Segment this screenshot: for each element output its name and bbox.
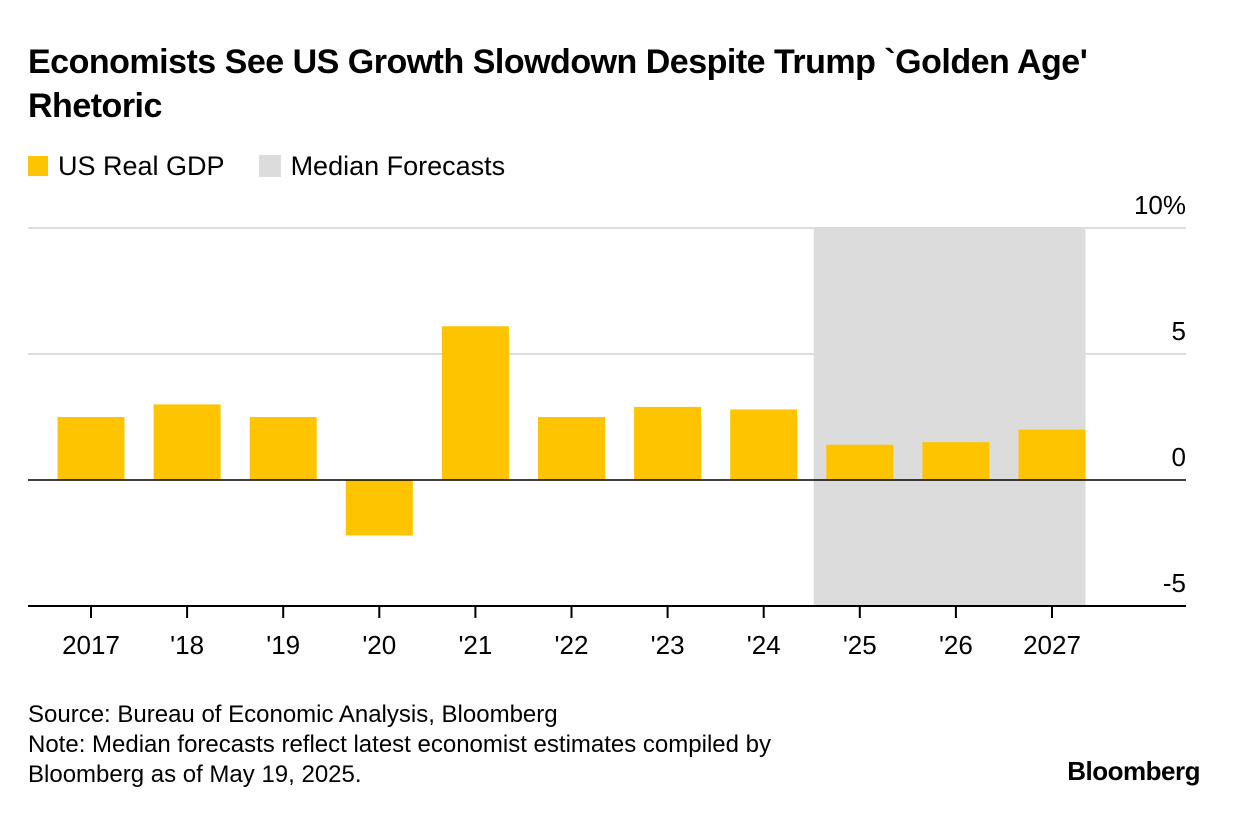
legend-swatch-forecast [258,155,281,177]
legend-item-gdp: US Real GDP [28,151,225,182]
x-tick-label: '22 [555,630,589,660]
legend-swatch-gdp [28,156,48,176]
x-tick-label: '18 [170,630,204,660]
x-tick-label: 2017 [62,630,120,660]
bar-23 [634,406,702,480]
forecast-shade [813,228,1086,606]
legend-label-gdp: US Real GDP [58,150,225,181]
bar-2027 [1018,429,1086,480]
brand-logo: Bloomberg [1067,756,1200,786]
chart-title: Economists See US Growth Slowdown Despit… [28,43,1088,125]
bar-chart: -5 0 5 10% 2017 '18 '19 '20 '21 '22 '23 '24 '25 '26 20… [28,190,1186,660]
bar-21 [441,326,509,480]
x-tick-label: '26 [939,630,973,660]
bar-19 [249,417,317,480]
note-line-1: Note: Median forecasts reflect latest ec… [28,731,771,758]
y-tick-label: 5 [1172,316,1186,346]
x-tick-label: '19 [266,630,300,660]
source-note: Source: Bureau of Economic Analysis, Blo… [28,701,558,728]
bar-25 [826,444,894,480]
x-tick-label: '25 [843,630,877,660]
bar-26 [922,442,990,480]
y-tick-label: 10% [1134,190,1186,220]
y-tick-label: -5 [1163,568,1186,598]
bar-24 [730,409,798,480]
x-tick-label: '24 [747,630,781,660]
x-tick-label: 2027 [1023,630,1081,660]
chart-footer: Source: Bureau of Economic Analysis, Blo… [28,700,771,790]
x-tick-label: '23 [651,630,685,660]
x-tick-label: '20 [362,630,396,660]
x-tick-label: '21 [458,630,492,660]
bar-20 [345,480,413,536]
legend: US Real GDP Median Forecasts [28,150,539,182]
bar-22 [538,417,605,480]
legend-label-forecast: Median Forecasts [290,150,506,181]
legend-item-forecast: Median Forecasts [258,150,506,182]
bar-2017 [57,417,125,480]
y-tick-label: 0 [1172,442,1186,472]
note-line-2: Bloomberg as of May 19, 2025. [28,761,362,788]
bar-18 [153,404,221,480]
